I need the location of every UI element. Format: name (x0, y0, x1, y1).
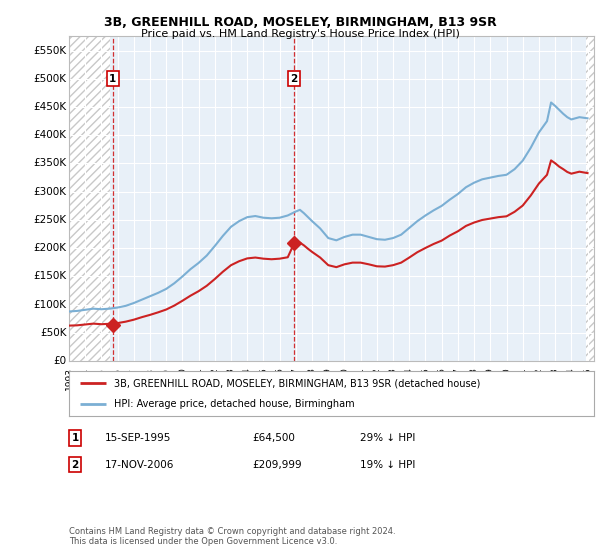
Text: £500K: £500K (34, 74, 67, 84)
Text: 1: 1 (71, 433, 79, 443)
Text: HPI: Average price, detached house, Birmingham: HPI: Average price, detached house, Birm… (113, 399, 354, 409)
Text: £50K: £50K (40, 328, 67, 338)
Text: 17-NOV-2006: 17-NOV-2006 (105, 460, 175, 470)
Text: 15-SEP-1995: 15-SEP-1995 (105, 433, 172, 443)
Text: Contains HM Land Registry data © Crown copyright and database right 2024.
This d: Contains HM Land Registry data © Crown c… (69, 526, 395, 546)
Text: 3B, GREENHILL ROAD, MOSELEY, BIRMINGHAM, B13 9SR (detached house): 3B, GREENHILL ROAD, MOSELEY, BIRMINGHAM,… (113, 378, 480, 388)
Text: £200K: £200K (34, 243, 67, 253)
Text: £350K: £350K (33, 158, 67, 169)
Text: 3B, GREENHILL ROAD, MOSELEY, BIRMINGHAM, B13 9SR: 3B, GREENHILL ROAD, MOSELEY, BIRMINGHAM,… (104, 16, 496, 29)
Text: 2: 2 (71, 460, 79, 470)
Text: £250K: £250K (33, 215, 67, 225)
Text: 29% ↓ HPI: 29% ↓ HPI (360, 433, 415, 443)
Text: £0: £0 (53, 356, 67, 366)
Text: £64,500: £64,500 (252, 433, 295, 443)
Text: £209,999: £209,999 (252, 460, 302, 470)
Text: £400K: £400K (34, 130, 67, 140)
Text: £300K: £300K (34, 186, 67, 197)
Text: 1: 1 (109, 74, 116, 84)
Text: 19% ↓ HPI: 19% ↓ HPI (360, 460, 415, 470)
Text: Price paid vs. HM Land Registry's House Price Index (HPI): Price paid vs. HM Land Registry's House … (140, 29, 460, 39)
Text: 2: 2 (290, 74, 298, 84)
Text: £100K: £100K (34, 300, 67, 310)
Text: £150K: £150K (33, 272, 67, 282)
Text: £450K: £450K (33, 102, 67, 112)
Text: £550K: £550K (33, 45, 67, 55)
